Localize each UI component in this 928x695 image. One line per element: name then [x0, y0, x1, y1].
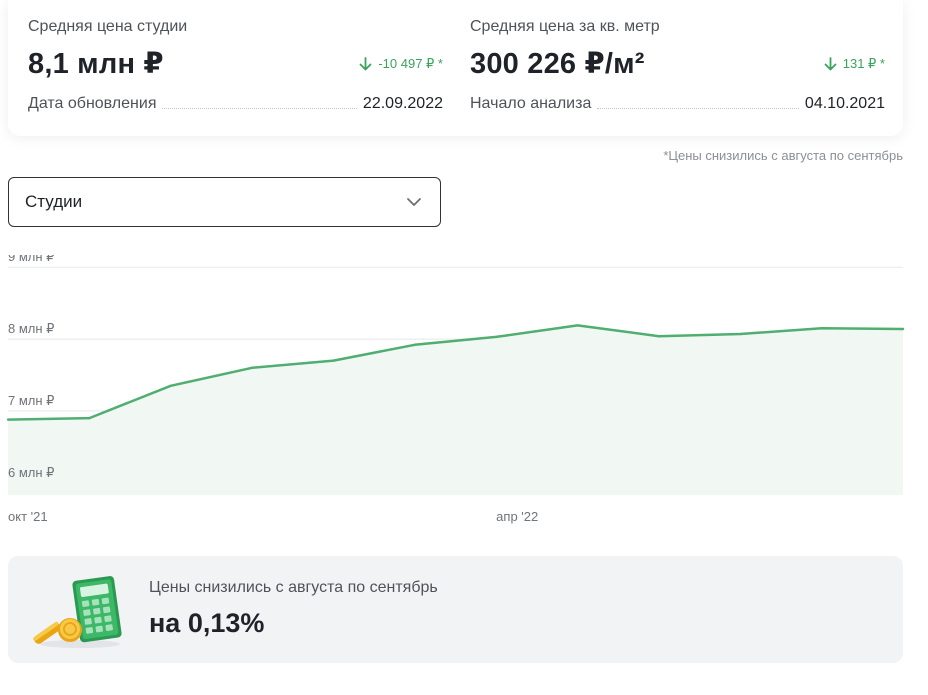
dotted-leader	[162, 108, 357, 109]
data-point	[739, 332, 742, 336]
data-point	[576, 324, 579, 327]
banner-text: Цены снизились с августа по сентябрь	[149, 579, 438, 596]
price-footnote: *Цены снизились с августа по сентябрь	[663, 148, 903, 163]
data-point	[88, 416, 91, 420]
y-tick-label: 9 млн ₽	[8, 255, 54, 264]
chevron-down-icon[interactable]	[406, 196, 422, 208]
arrow-down-icon	[824, 57, 837, 71]
x-tick-label: окт '21	[8, 509, 48, 524]
banner-value: на 0,13%	[149, 608, 265, 638]
sqm-price-stat: Средняя цена за кв. метр 300 226 ₽/м² 13…	[470, 18, 885, 112]
data-point	[413, 343, 417, 347]
data-point	[332, 359, 335, 362]
data-point	[820, 327, 823, 330]
analysis-start-value: 04.10.2021	[804, 95, 885, 112]
dotted-leader	[597, 108, 799, 109]
analysis-start-label: Начало анализа	[470, 95, 592, 112]
studio-price-label: Средняя цена студии	[28, 18, 188, 35]
sqm-price-delta-text: 131 ₽ *	[842, 56, 885, 71]
x-tick-label: апр '22	[496, 509, 538, 524]
arrow-down-icon	[359, 57, 372, 71]
data-point	[657, 334, 661, 338]
update-date-row: Дата обновления 22.09.2022	[28, 95, 443, 113]
data-point	[6, 418, 10, 421]
y-tick-label: 6 млн ₽	[8, 465, 54, 480]
apartment-type-selected: Студии	[25, 192, 83, 211]
analysis-start-row: Начало анализа 04.10.2021	[470, 95, 885, 113]
price-line	[7, 324, 904, 421]
price-summary-card: Средняя цена студии 8,1 млн ₽ -10 497 ₽ …	[8, 0, 903, 136]
y-tick-label: 8 млн ₽	[8, 321, 54, 336]
apartment-type-select[interactable]: Студии	[8, 177, 441, 227]
data-point	[169, 384, 172, 387]
update-date-value: 22.09.2022	[362, 95, 443, 112]
data-point	[901, 327, 905, 331]
price-chart: 9 млн ₽ 8 млн ₽ 7 млн ₽ 6 млн ₽ окт '21 апр '…	[6, 255, 905, 524]
y-tick-label: 7 млн ₽	[8, 393, 54, 408]
update-date-label: Дата обновления	[28, 95, 157, 112]
sqm-price-delta: 131 ₽ *	[824, 56, 885, 72]
studio-price-stat: Средняя цена студии 8,1 млн ₽ -10 497 ₽ …	[28, 18, 443, 112]
studio-price-delta-text: -10 497 ₽ *	[378, 56, 443, 71]
data-point	[250, 366, 254, 370]
data-point	[494, 335, 498, 339]
sqm-price-value: 300 226 ₽/м²	[470, 48, 645, 80]
sqm-price-label: Средняя цена за кв. метр	[470, 18, 660, 35]
price-change-banner: Цены снизились с августа по сентябрь на …	[8, 556, 903, 663]
studio-price-value: 8,1 млн ₽	[28, 48, 164, 80]
price-area	[8, 325, 903, 495]
studio-price-delta: -10 497 ₽ *	[359, 56, 443, 72]
calculator-coins-icon	[33, 576, 122, 648]
